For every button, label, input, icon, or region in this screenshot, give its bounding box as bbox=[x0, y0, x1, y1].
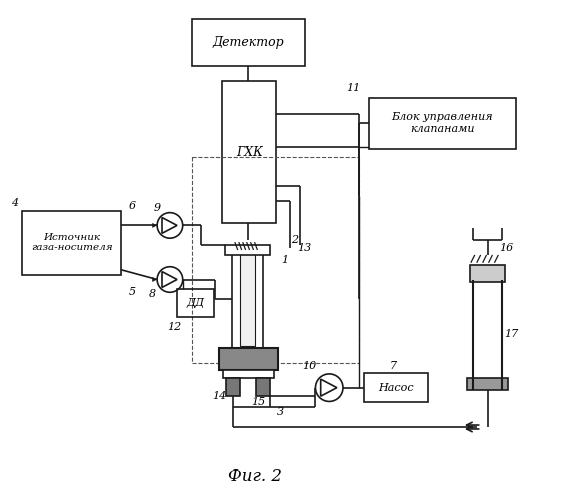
Text: 5: 5 bbox=[129, 288, 136, 298]
Text: ДД: ДД bbox=[187, 298, 205, 308]
Text: 12: 12 bbox=[168, 322, 182, 332]
Text: Фиг. 2: Фиг. 2 bbox=[229, 468, 282, 484]
Text: 10: 10 bbox=[302, 361, 317, 371]
Bar bbox=[226, 378, 240, 396]
Bar bbox=[177, 290, 214, 317]
Circle shape bbox=[157, 266, 183, 292]
Text: 2: 2 bbox=[291, 235, 298, 245]
Bar bbox=[222, 81, 276, 224]
Text: Детектор: Детектор bbox=[212, 36, 284, 49]
Text: 6: 6 bbox=[129, 200, 136, 211]
Text: 17: 17 bbox=[504, 328, 518, 338]
Circle shape bbox=[157, 212, 183, 238]
Text: 1: 1 bbox=[281, 255, 289, 265]
Bar bbox=[467, 378, 508, 390]
Bar bbox=[256, 378, 270, 396]
Text: 13: 13 bbox=[298, 243, 312, 253]
Text: 14: 14 bbox=[212, 390, 226, 400]
Text: ГХК: ГХК bbox=[236, 146, 263, 158]
Bar bbox=[192, 156, 359, 363]
Bar bbox=[225, 245, 270, 255]
Text: 11: 11 bbox=[346, 82, 361, 93]
Text: Насос: Насос bbox=[378, 382, 414, 392]
Bar bbox=[369, 98, 516, 148]
Bar bbox=[219, 348, 278, 370]
Bar bbox=[240, 252, 256, 346]
Bar bbox=[192, 19, 304, 66]
Polygon shape bbox=[152, 277, 157, 282]
Circle shape bbox=[315, 374, 343, 402]
Text: 16: 16 bbox=[499, 243, 513, 253]
Bar bbox=[363, 373, 428, 402]
Text: 4: 4 bbox=[11, 198, 18, 208]
Bar bbox=[232, 250, 263, 348]
Text: 8: 8 bbox=[149, 289, 156, 299]
Bar bbox=[470, 265, 505, 282]
Text: 9: 9 bbox=[154, 202, 160, 212]
Text: Блок управления
клапанами: Блок управления клапанами bbox=[391, 112, 493, 134]
Polygon shape bbox=[152, 223, 157, 228]
Text: 3: 3 bbox=[277, 408, 284, 418]
Text: 7: 7 bbox=[390, 361, 397, 371]
Bar bbox=[223, 370, 274, 378]
Text: 15: 15 bbox=[251, 398, 265, 407]
Bar bbox=[23, 210, 121, 274]
Text: Источник
газа-носителя: Источник газа-носителя bbox=[31, 233, 112, 252]
